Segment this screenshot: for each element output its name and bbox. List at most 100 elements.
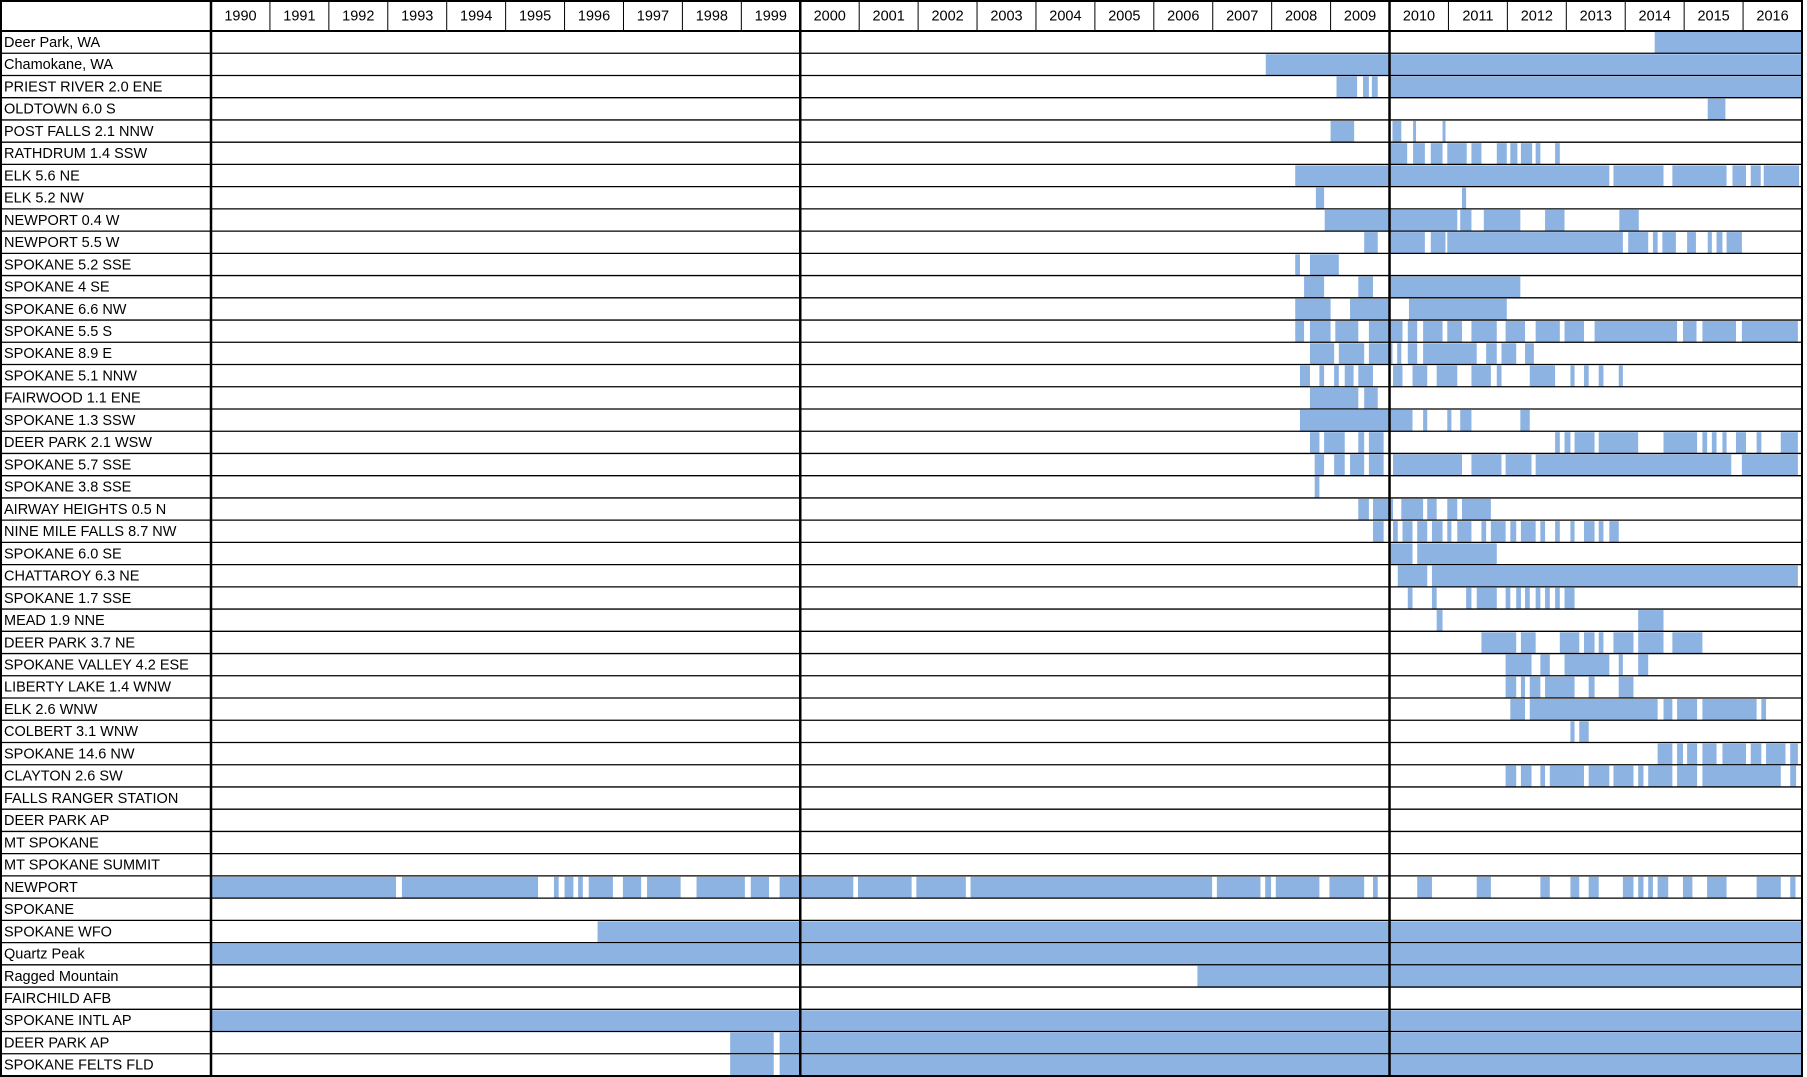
coverage-bar [1520, 143, 1533, 165]
coverage-bar [1790, 765, 1797, 787]
coverage-bar [553, 876, 559, 899]
coverage-bar [1265, 876, 1272, 899]
coverage-bar [1520, 765, 1532, 787]
coverage-bar [1741, 454, 1798, 476]
coverage-bar [1702, 743, 1717, 765]
coverage-bar [1662, 232, 1676, 254]
station-label: SPOKANE 4 SE [4, 280, 110, 296]
coverage-bar [1663, 432, 1698, 454]
year-label: 1991 [283, 8, 315, 24]
coverage-bar [1540, 876, 1550, 899]
coverage-bar [1555, 432, 1560, 454]
coverage-bar [1564, 432, 1571, 454]
coverage-bar [1335, 321, 1359, 343]
coverage-bar [1628, 232, 1649, 254]
coverage-bar [1657, 743, 1673, 765]
coverage-bar [1588, 876, 1599, 899]
coverage-bar [1677, 765, 1698, 787]
coverage-bar [1436, 365, 1458, 387]
coverage-bar [1364, 387, 1378, 409]
year-label: 1997 [637, 8, 669, 24]
coverage-bar [1505, 676, 1517, 699]
coverage-bar [1461, 498, 1491, 521]
year-label: 2016 [1756, 8, 1788, 24]
station-label: SPOKANE 14.6 NW [4, 746, 135, 762]
coverage-bar [1423, 343, 1477, 365]
coverage-bar [1756, 876, 1781, 899]
coverage-bar [1336, 76, 1358, 98]
coverage-bar [1574, 432, 1595, 454]
coverage-bar [1579, 721, 1589, 743]
coverage-bar [1431, 587, 1437, 610]
station-label: MT SPOKANE [4, 835, 99, 851]
coverage-bar [1427, 498, 1437, 521]
coverage-bar [401, 876, 539, 899]
coverage-bar [1540, 654, 1550, 676]
coverage-bar [1505, 321, 1526, 343]
year-label: 2000 [814, 8, 846, 24]
coverage-bar [1648, 876, 1653, 899]
coverage-bar [1648, 765, 1673, 787]
coverage-bar [1618, 365, 1623, 387]
coverage-bar [1505, 454, 1532, 476]
coverage-bar [1707, 876, 1727, 899]
year-label: 2012 [1521, 8, 1553, 24]
year-label: 1990 [224, 8, 256, 24]
coverage-bar [1315, 187, 1325, 209]
coverage-bar [1417, 521, 1428, 543]
coverage-bar [1358, 276, 1374, 298]
coverage-bar [1471, 143, 1482, 165]
coverage-bar [1304, 276, 1325, 298]
coverage-bar [1520, 632, 1536, 654]
coverage-bar [1265, 54, 1802, 76]
coverage-bar [1330, 120, 1355, 143]
coverage-bar [1790, 876, 1796, 899]
coverage-bar [1535, 454, 1732, 476]
year-label: 2004 [1049, 8, 1081, 24]
coverage-bar [211, 1010, 1802, 1032]
coverage-bar [750, 876, 770, 899]
coverage-bar [1393, 365, 1403, 387]
coverage-bar [779, 876, 854, 899]
station-label: NEWPORT [4, 880, 78, 896]
coverage-bar [1613, 165, 1664, 187]
coverage-bar [1588, 765, 1610, 787]
coverage-bar [1790, 743, 1798, 765]
coverage-bar [1457, 521, 1472, 543]
coverage-bar [1442, 120, 1446, 143]
coverage-bar [1417, 543, 1497, 565]
coverage-bar [1618, 654, 1623, 676]
coverage-bar [1722, 432, 1727, 454]
coverage-bar [1687, 232, 1696, 254]
station-label: SPOKANE 1.3 SSW [4, 413, 136, 429]
coverage-bar [1657, 876, 1669, 899]
station-label: SPOKANE 3.8 SSE [4, 480, 132, 496]
station-label: AIRWAY HEIGHTS 0.5 N [4, 502, 166, 518]
coverage-bar [1702, 699, 1757, 721]
coverage-bar [1299, 409, 1413, 432]
station-label: SPOKANE INTL AP [4, 1013, 132, 1029]
coverage-bar [1373, 521, 1384, 543]
coverage-bar [1447, 521, 1452, 543]
station-label: FAIRWOOD 1.1 ENE [4, 391, 141, 407]
coverage-bar [1545, 587, 1550, 610]
coverage-bar [1329, 876, 1365, 899]
station-label: SPOKANE 5.5 S [4, 324, 112, 340]
coverage-bar [211, 876, 397, 899]
station-label: RATHDRUM 1.4 SSW [4, 146, 147, 162]
coverage-bar [696, 876, 745, 899]
station-label: POST FALLS 2.1 NNW [4, 124, 154, 140]
coverage-bar [1677, 743, 1683, 765]
coverage-bar [1555, 587, 1560, 610]
coverage-bar [647, 876, 681, 899]
coverage-bar [1619, 209, 1639, 232]
coverage-bar [1766, 743, 1786, 765]
coverage-bar [1564, 321, 1584, 343]
coverage-bar [1638, 632, 1664, 654]
coverage-bar [1638, 654, 1649, 676]
station-label: CLAYTON 2.6 SW [4, 769, 123, 785]
coverage-bar [1570, 365, 1575, 387]
coverage-bar [1687, 743, 1698, 765]
coverage-bar [1483, 209, 1521, 232]
coverage-bar [1564, 654, 1610, 676]
